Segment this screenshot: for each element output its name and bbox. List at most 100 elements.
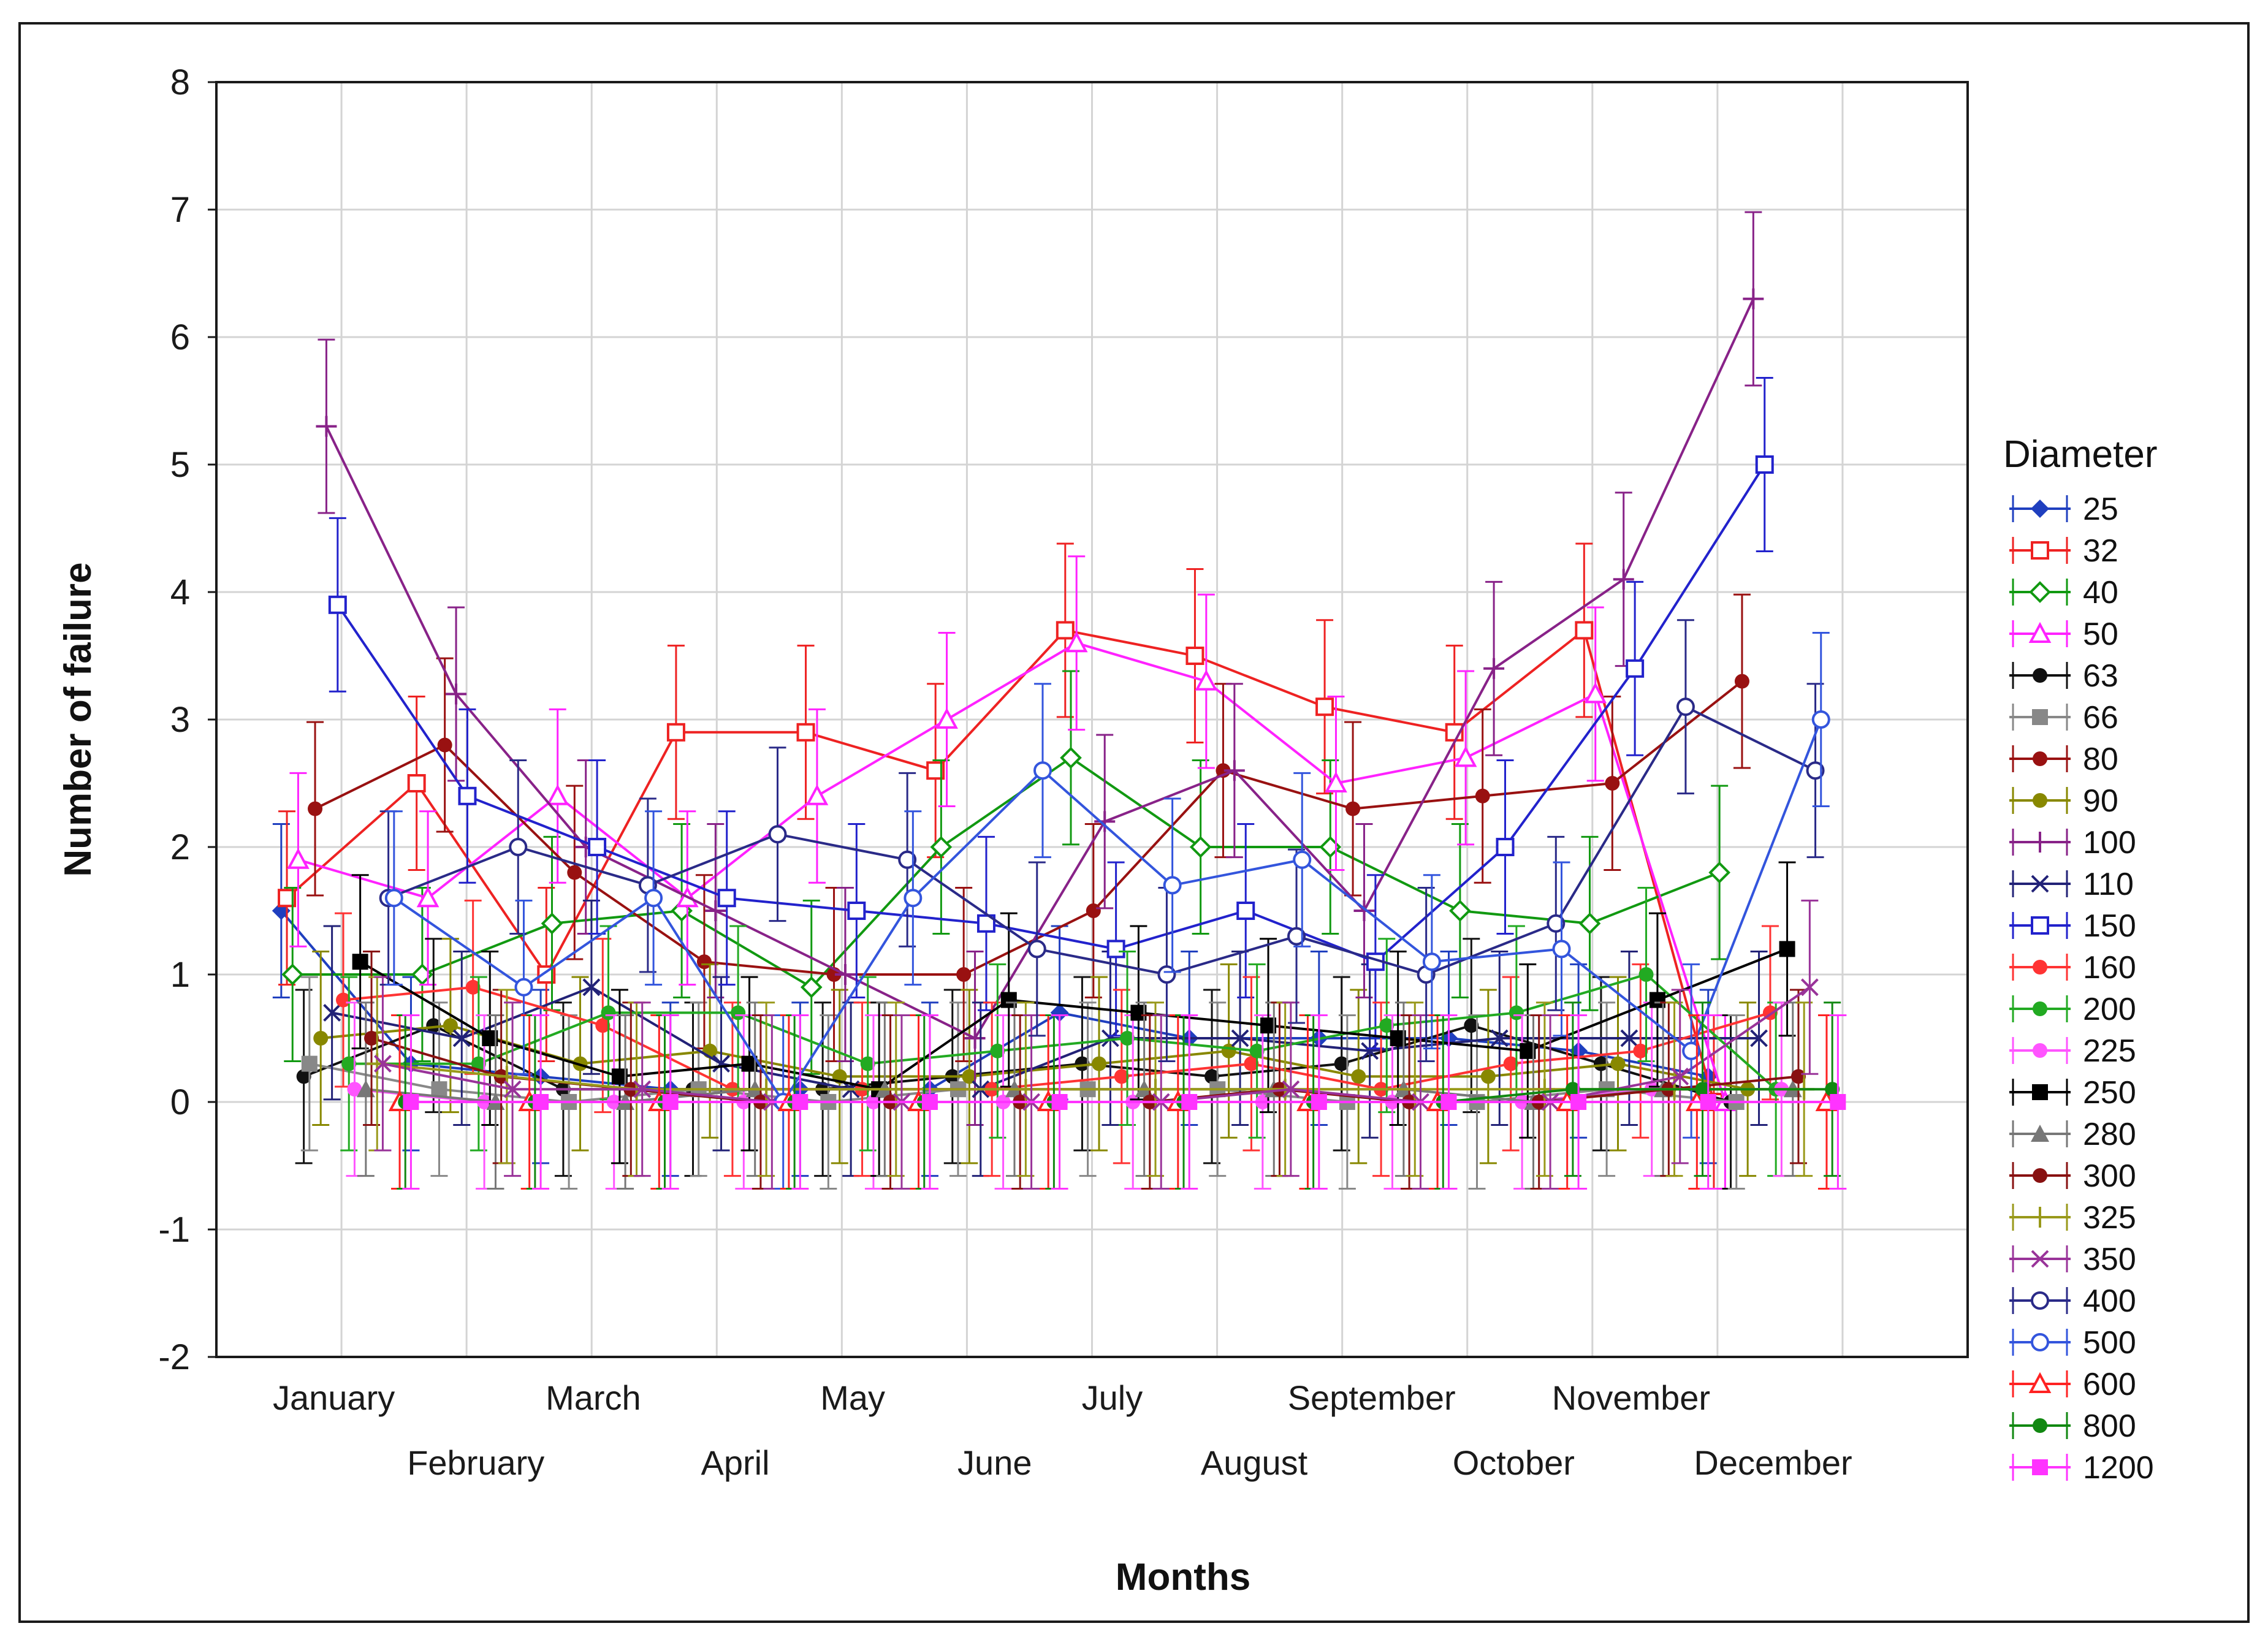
data-point	[1075, 1056, 1090, 1071]
series-400	[379, 619, 1825, 1062]
series-layer	[272, 211, 1847, 1190]
data-point	[1490, 1029, 1509, 1047]
x-tick-label: September	[1288, 1378, 1456, 1417]
legend-label: 350	[2083, 1242, 2136, 1277]
data-point	[1065, 631, 1088, 653]
data-point	[601, 1005, 616, 1020]
data-point	[705, 900, 726, 921]
data-point	[990, 1043, 1005, 1058]
data-point	[921, 1094, 938, 1110]
data-point	[471, 1056, 486, 1071]
data-point	[1440, 1094, 1457, 1110]
data-point	[2031, 1250, 2049, 1268]
data-point	[595, 1018, 611, 1033]
data-point	[2033, 751, 2047, 766]
data-point	[1325, 771, 1347, 792]
data-point	[1496, 838, 1515, 856]
data-point	[328, 595, 347, 614]
series-32	[278, 542, 1723, 1190]
data-point	[712, 1055, 730, 1073]
series-line	[297, 642, 1727, 1103]
x-tick-label: October	[1453, 1443, 1575, 1482]
data-point	[1613, 569, 1634, 590]
legend-item: 225	[2009, 1033, 2136, 1069]
legend-label: 500	[2083, 1325, 2136, 1361]
series-150	[328, 377, 1774, 1050]
data-point	[1790, 1069, 1806, 1084]
y-tick-label: -1	[158, 1210, 190, 1250]
data-point	[1779, 941, 1795, 957]
legend-item: 350	[2009, 1242, 2136, 1277]
data-point	[2033, 1043, 2047, 1058]
data-point	[1755, 455, 1774, 474]
data-point	[1700, 1094, 1716, 1110]
data-point	[2031, 1333, 2049, 1351]
data-point	[1552, 940, 1571, 959]
data-point	[431, 1081, 447, 1098]
data-point	[935, 707, 958, 729]
data-point	[287, 848, 310, 869]
data-point	[446, 683, 467, 705]
legend-label: 80	[2083, 742, 2118, 777]
legend-label: 40	[2083, 575, 2118, 610]
data-point	[364, 1031, 379, 1046]
legend-label: 32	[2083, 533, 2118, 569]
series-200	[340, 887, 1785, 1177]
data-point	[1671, 1067, 1689, 1085]
data-point	[281, 963, 304, 986]
series-line	[359, 948, 1788, 1091]
legend: Diameter 25 32 40 50 63 66 80 90 100 110 150 160 200…	[2003, 433, 2158, 1486]
data-point	[805, 784, 829, 805]
legend-item: 110	[2009, 867, 2134, 902]
data-point	[588, 838, 607, 856]
data-point	[1708, 861, 1730, 884]
data-point	[2029, 581, 2051, 603]
legend-label: 66	[2083, 700, 2118, 735]
legend-label: 25	[2083, 492, 2118, 527]
y-tick-label: 6	[170, 317, 190, 357]
data-point	[1033, 761, 1052, 780]
data-point	[541, 912, 563, 935]
legend-label: 1200	[2083, 1450, 2154, 1486]
data-point	[666, 723, 685, 742]
legend-item: 200	[2009, 992, 2136, 1027]
legend-label: 800	[2083, 1408, 2136, 1444]
data-point	[1454, 746, 1477, 767]
data-point	[347, 1082, 362, 1097]
data-point	[1811, 710, 1830, 729]
series-line	[343, 986, 1771, 1091]
data-point	[956, 967, 972, 982]
data-point	[1050, 1003, 1069, 1022]
data-point	[2033, 1168, 2047, 1183]
data-point	[860, 1056, 875, 1071]
data-point	[731, 1005, 746, 1020]
data-point	[1682, 1041, 1701, 1060]
data-point	[416, 886, 440, 908]
data-point	[1282, 1080, 1300, 1098]
data-point	[633, 1080, 652, 1098]
y-tick-label: 0	[170, 1082, 190, 1122]
legend-label: 325	[2083, 1200, 2136, 1236]
series-line	[337, 463, 1766, 963]
data-point	[1605, 776, 1620, 791]
data-point	[1503, 1056, 1518, 1071]
data-point	[1620, 1029, 1638, 1047]
data-point	[1094, 811, 1116, 832]
data-point	[356, 1080, 375, 1098]
data-point	[904, 889, 923, 908]
data-point	[1293, 850, 1312, 869]
data-point	[1575, 621, 1594, 640]
data-point	[567, 865, 582, 880]
y-tick-label: 1	[170, 955, 190, 995]
data-point	[1334, 1056, 1349, 1071]
legend-label: 400	[2083, 1283, 2136, 1319]
data-point	[1638, 967, 1654, 982]
data-point	[503, 1080, 522, 1098]
data-point	[964, 1028, 986, 1049]
data-point	[1483, 658, 1505, 679]
data-point	[2033, 1418, 2047, 1433]
data-point	[2028, 621, 2052, 643]
legend-label: 280	[2083, 1117, 2136, 1152]
data-point	[1578, 912, 1601, 935]
data-point	[426, 1018, 441, 1033]
